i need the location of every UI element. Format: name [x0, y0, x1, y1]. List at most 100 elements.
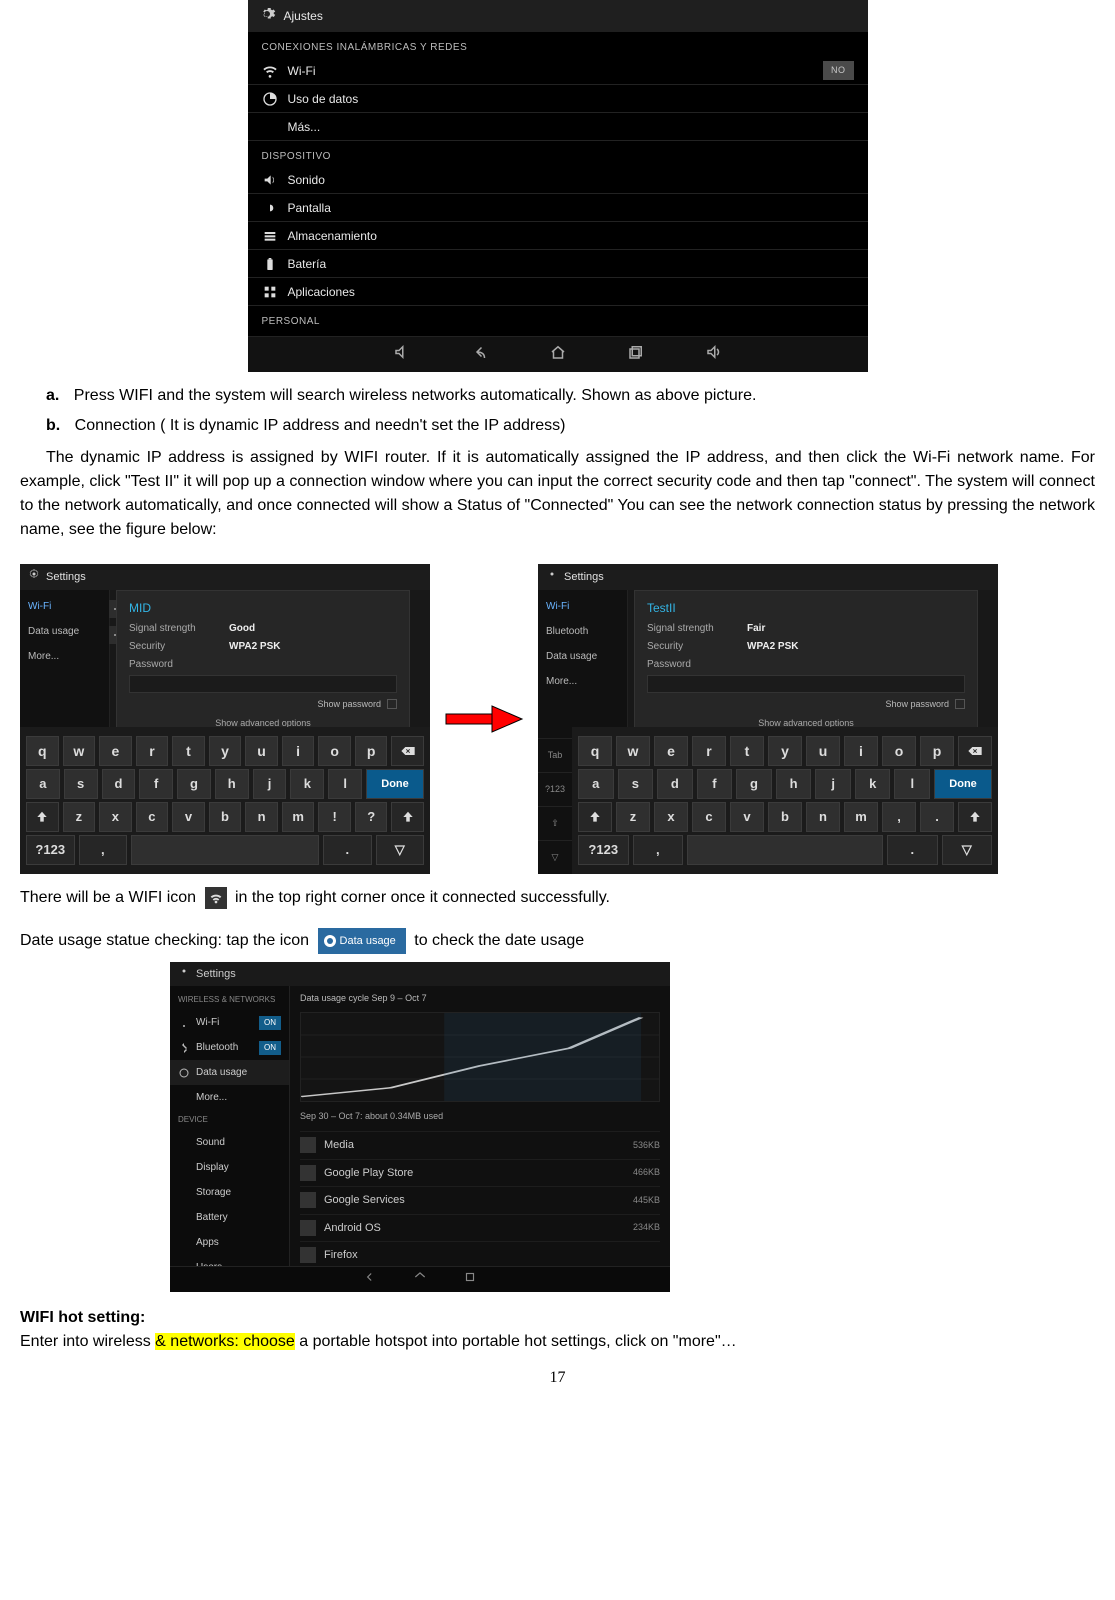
- done-key[interactable]: Done: [366, 769, 424, 799]
- show-password-check[interactable]: Show password: [129, 698, 397, 712]
- key-b[interactable]: b: [209, 802, 242, 832]
- shift-key[interactable]: [578, 802, 612, 832]
- backspace-key[interactable]: [958, 736, 992, 766]
- key-z[interactable]: z: [616, 802, 650, 832]
- key-u[interactable]: u: [806, 736, 840, 766]
- key-x[interactable]: x: [99, 802, 132, 832]
- key-a[interactable]: a: [26, 769, 60, 799]
- recent-icon[interactable]: [627, 343, 645, 366]
- key-s[interactable]: s: [618, 769, 654, 799]
- table-row[interactable]: Android OS234KB: [300, 1214, 660, 1242]
- key-r[interactable]: r: [136, 736, 169, 766]
- key-q[interactable]: q: [26, 736, 59, 766]
- sidebar-battery[interactable]: Battery: [170, 1205, 289, 1230]
- key-k[interactable]: k: [290, 769, 324, 799]
- sidebar-bluetooth[interactable]: Bluetooth: [544, 619, 621, 644]
- spacebar-key[interactable]: [687, 835, 883, 865]
- key-z[interactable]: z: [63, 802, 96, 832]
- key-c[interactable]: c: [136, 802, 169, 832]
- table-row[interactable]: Google Play Store466KB: [300, 1159, 660, 1187]
- hide-keyboard-key[interactable]: ▽: [376, 835, 425, 865]
- key-h[interactable]: h: [215, 769, 249, 799]
- key-c[interactable]: c: [692, 802, 726, 832]
- key-j[interactable]: j: [253, 769, 287, 799]
- apps-row[interactable]: Aplicaciones: [248, 278, 868, 306]
- sidebar-bluetooth[interactable]: BluetoothON: [170, 1035, 289, 1060]
- key-e[interactable]: e: [654, 736, 688, 766]
- key-y[interactable]: y: [768, 736, 802, 766]
- key-l[interactable]: l: [328, 769, 362, 799]
- key-w[interactable]: w: [616, 736, 650, 766]
- key-y[interactable]: y: [209, 736, 242, 766]
- recent-icon[interactable]: [463, 1270, 477, 1290]
- sidebar-wifi[interactable]: Wi-Fi: [26, 594, 103, 619]
- backspace-key[interactable]: [391, 736, 424, 766]
- key-l[interactable]: l: [894, 769, 930, 799]
- home-icon[interactable]: [413, 1270, 427, 1290]
- key-x[interactable]: x: [654, 802, 688, 832]
- data-usage-row[interactable]: Uso de datos: [248, 85, 868, 113]
- shift-key[interactable]: [958, 802, 992, 832]
- sound-row[interactable]: Sonido: [248, 166, 868, 194]
- key-b[interactable]: b: [768, 802, 802, 832]
- password-input[interactable]: [647, 675, 965, 693]
- sidebar-wifi[interactable]: Wi-FiON: [170, 1010, 289, 1035]
- key-o[interactable]: o: [318, 736, 351, 766]
- password-input[interactable]: [129, 675, 397, 693]
- key-f[interactable]: f: [139, 769, 173, 799]
- table-row[interactable]: Media536KB: [300, 1131, 660, 1159]
- key-j[interactable]: j: [815, 769, 851, 799]
- key-v[interactable]: v: [730, 802, 764, 832]
- storage-row[interactable]: Almacenamiento: [248, 222, 868, 250]
- key-a[interactable]: a: [578, 769, 614, 799]
- key-?[interactable]: ?: [355, 802, 388, 832]
- key-i[interactable]: i: [844, 736, 878, 766]
- sidebar-more[interactable]: More...: [544, 669, 621, 694]
- data-cycle[interactable]: Data usage cycle Sep 9 – Oct 7: [300, 992, 660, 1006]
- sym-key[interactable]: ?123: [538, 772, 572, 806]
- key-k[interactable]: k: [855, 769, 891, 799]
- tab-key[interactable]: Tab: [538, 738, 572, 772]
- key-?123[interactable]: ?123: [578, 835, 629, 865]
- key-![interactable]: !: [318, 802, 351, 832]
- key-t[interactable]: t: [172, 736, 205, 766]
- key-d[interactable]: d: [657, 769, 693, 799]
- sidebar-data[interactable]: Data usage: [170, 1060, 289, 1085]
- key-d[interactable]: d: [102, 769, 136, 799]
- key-g[interactable]: g: [736, 769, 772, 799]
- key-?123[interactable]: ?123: [26, 835, 75, 865]
- key-p[interactable]: p: [920, 736, 954, 766]
- key-e[interactable]: e: [99, 736, 132, 766]
- back-icon[interactable]: [363, 1270, 377, 1290]
- key-n[interactable]: n: [806, 802, 840, 832]
- key-f[interactable]: f: [697, 769, 733, 799]
- key-s[interactable]: s: [64, 769, 98, 799]
- key-v[interactable]: v: [172, 802, 205, 832]
- display-row[interactable]: Pantalla: [248, 194, 868, 222]
- sidebar-data[interactable]: Data usage: [26, 619, 103, 644]
- table-row[interactable]: Google Services445KB: [300, 1186, 660, 1214]
- shift-key[interactable]: [391, 802, 424, 832]
- key-i[interactable]: i: [282, 736, 315, 766]
- key-w[interactable]: w: [63, 736, 96, 766]
- key-,[interactable]: ,: [79, 835, 128, 865]
- key-r[interactable]: r: [692, 736, 726, 766]
- shift-key[interactable]: [26, 802, 59, 832]
- key-o[interactable]: o: [882, 736, 916, 766]
- wifi-row[interactable]: Wi-Fi NO: [248, 57, 868, 85]
- home-icon[interactable]: [549, 343, 567, 366]
- key-n[interactable]: n: [245, 802, 278, 832]
- hide-kb-key[interactable]: ▽: [538, 840, 572, 874]
- key-.[interactable]: .: [920, 802, 954, 832]
- battery-row[interactable]: Batería: [248, 250, 868, 278]
- key-h[interactable]: h: [776, 769, 812, 799]
- key-m[interactable]: m: [282, 802, 315, 832]
- sidebar-storage[interactable]: Storage: [170, 1180, 289, 1205]
- shift-key[interactable]: ⇧: [538, 806, 572, 840]
- sidebar-data[interactable]: Data usage: [544, 644, 621, 669]
- key-u[interactable]: u: [245, 736, 278, 766]
- key-g[interactable]: g: [177, 769, 211, 799]
- wifi-toggle[interactable]: NO: [823, 61, 854, 81]
- show-password-check[interactable]: Show password: [647, 698, 965, 712]
- volume-up-icon[interactable]: [705, 343, 723, 366]
